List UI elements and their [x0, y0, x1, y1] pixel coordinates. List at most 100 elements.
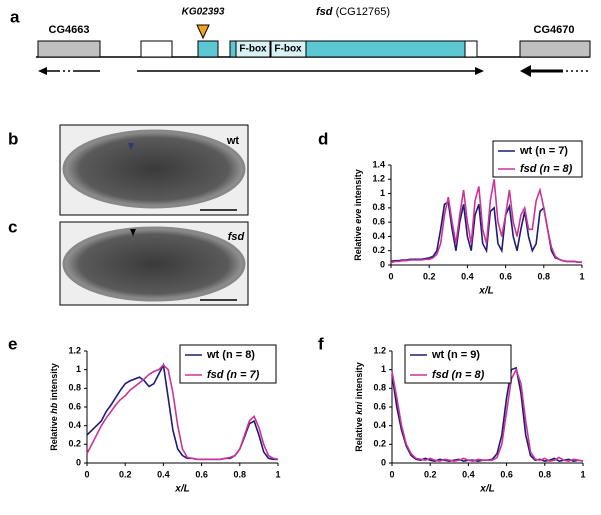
- y-axis-label: Relative hb intensity: [49, 363, 59, 451]
- y-axis-label-part: hb: [49, 402, 59, 413]
- domain-label: F-box: [239, 44, 267, 55]
- panel-label: e: [8, 334, 17, 353]
- x-tick-label: 0.4: [462, 469, 475, 479]
- x-axis-label: x/L: [479, 484, 494, 495]
- x-tick-label: 0: [84, 469, 89, 479]
- y-tick-label: 0: [380, 259, 385, 269]
- panel-label: a: [10, 7, 20, 26]
- domain-box: [270, 40, 307, 58]
- exon-box: [197, 40, 219, 58]
- legend-label: fsd (n = 8): [432, 369, 485, 381]
- line-chart: 0 0.2 0.4 0.6 0.8 1 1.2 0 0.2 0.4 0.6 0.8 1 x/L Relati…: [49, 344, 281, 495]
- y-tick-label: 0.2: [68, 439, 81, 449]
- series-line: [391, 367, 584, 462]
- legend-label: wt (n = 7): [519, 145, 568, 157]
- y-axis-label: Relative eve intensity: [353, 169, 363, 261]
- y-axis-label-part: Relative: [353, 224, 363, 261]
- y-axis-label-part: kni: [354, 401, 364, 415]
- utr-box: [464, 40, 478, 58]
- gene-label: CG4663: [49, 24, 90, 36]
- gene-label: CG4670: [534, 24, 575, 36]
- panel-label: f: [318, 334, 324, 353]
- y-tick-label: 0: [381, 457, 386, 467]
- gene-box: [519, 40, 591, 58]
- arrowhead: [130, 229, 136, 236]
- gene-map: CG4663 KG02393 F-box F-box fsd (CG12765)…: [36, 6, 591, 77]
- y-tick-label: 1: [76, 364, 81, 374]
- utr-box: [140, 40, 173, 58]
- x-tick-label: 0.2: [119, 469, 132, 479]
- gene-title: fsd (CG12765): [316, 6, 390, 18]
- y-tick-label: 1.2: [372, 174, 385, 184]
- arrowhead: [38, 67, 47, 75]
- x-tick-label: 0.4: [157, 469, 170, 479]
- embryo: [62, 226, 246, 302]
- y-tick-label: 0.6: [68, 401, 81, 411]
- domain-label: F-box: [274, 44, 302, 55]
- genotype-label: fsd: [228, 231, 245, 243]
- y-axis-label-part: intensity: [354, 362, 364, 402]
- y-axis-label-part: intensity: [353, 169, 363, 209]
- legend-label: wt (n = 8): [206, 349, 255, 361]
- insertion-label: KG02393: [182, 7, 225, 18]
- embryo-panel: fsd: [59, 221, 249, 306]
- legend-label: fsd (n = 8): [520, 163, 573, 175]
- x-tick-label: 0.6: [499, 271, 512, 281]
- legend-box: [404, 344, 512, 384]
- x-tick-label: 1: [275, 469, 280, 479]
- arrowhead: [128, 143, 134, 150]
- y-tick-label: 0.8: [68, 383, 81, 393]
- y-tick-label: 1.4: [372, 159, 385, 169]
- x-tick-label: 1: [580, 469, 585, 479]
- y-tick-label: 1: [381, 364, 386, 374]
- panel-label: d: [318, 129, 328, 148]
- y-tick-label: 0.4: [68, 420, 81, 430]
- x-tick-label: 0.6: [500, 469, 513, 479]
- genotype-label: wt: [226, 135, 240, 147]
- embryo: [62, 129, 246, 209]
- y-axis-label-part: Relative: [49, 414, 59, 451]
- x-tick-label: 0.8: [539, 469, 552, 479]
- y-tick-label: 0.4: [373, 420, 386, 430]
- y-axis-label-part: eve: [353, 209, 363, 224]
- x-tick-label: 0.8: [234, 469, 247, 479]
- gene-box: [37, 40, 101, 58]
- y-tick-label: 0.2: [373, 439, 386, 449]
- domain-box: [235, 40, 271, 58]
- x-tick-label: 0: [389, 469, 394, 479]
- y-tick-label: 0.8: [373, 383, 386, 393]
- arrowhead: [520, 65, 531, 77]
- legend-label: wt (n = 9): [431, 349, 480, 361]
- series-line: [390, 179, 582, 264]
- x-axis-label: x/L: [174, 484, 189, 495]
- legend-box: [492, 140, 583, 178]
- line-chart: 0 0.2 0.4 0.6 0.8 1 1.2 1.4 0 0.2 0.4 0.6 0.8 1 x/L Rel…: [353, 140, 585, 297]
- x-tick-label: 0.6: [195, 469, 208, 479]
- x-tick-label: 1: [579, 271, 584, 281]
- legend-box: [179, 344, 277, 384]
- x-axis-label: x/L: [478, 286, 493, 297]
- y-tick-label: 0.4: [372, 231, 385, 241]
- arrowhead: [475, 67, 484, 75]
- y-axis-label-part: intensity: [49, 363, 59, 403]
- x-tick-label: 0.4: [461, 271, 474, 281]
- x-tick-label: 0.8: [538, 271, 551, 281]
- y-tick-label: 1.2: [373, 345, 386, 355]
- legend-label: fsd (n = 7): [207, 369, 260, 381]
- y-tick-label: 1: [380, 188, 385, 198]
- panel-label: c: [8, 217, 17, 236]
- y-tick-label: 1.2: [68, 345, 81, 355]
- series-line: [86, 363, 279, 461]
- x-tick-label: 0.2: [423, 271, 436, 281]
- x-tick-label: 0.2: [424, 469, 437, 479]
- y-tick-label: 0.2: [372, 245, 385, 255]
- y-tick-label: 0.8: [372, 202, 385, 212]
- y-tick-label: 0.6: [373, 401, 386, 411]
- y-axis-label: Relative kni intensity: [354, 362, 364, 452]
- line-chart: 0 0.2 0.4 0.6 0.8 1 1.2 0 0.2 0.4 0.6 0.8 1 x/L Relati…: [354, 344, 586, 495]
- embryo-panel: wt: [59, 124, 249, 216]
- gene-id: (CG12765): [336, 6, 390, 18]
- y-tick-label: 0.6: [372, 217, 385, 227]
- insertion-marker: [196, 24, 210, 40]
- gene-name: fsd: [316, 6, 333, 18]
